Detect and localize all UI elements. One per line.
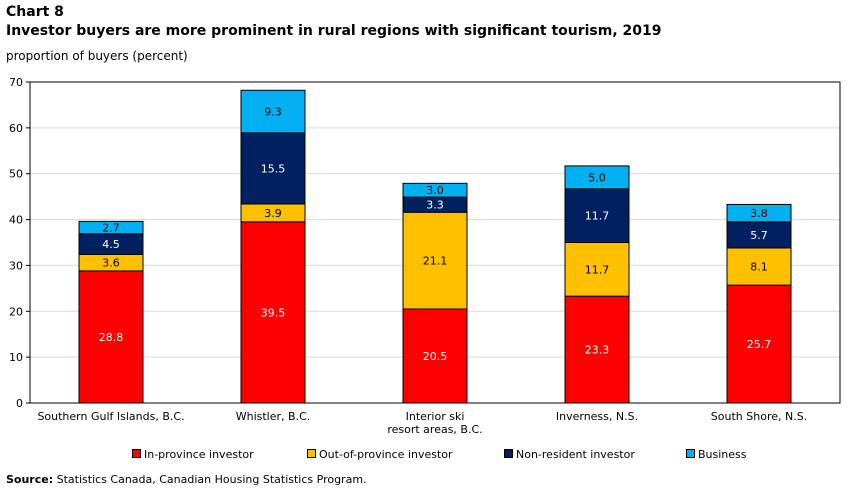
y-axis-unit-label: proportion of buyers (percent) xyxy=(6,49,188,63)
bar-segment xyxy=(564,165,630,190)
data-label: 23.3 xyxy=(585,344,610,357)
data-label: 11.7 xyxy=(585,210,610,223)
legend-label: Non-resident investor xyxy=(516,448,635,461)
data-label: 3.3 xyxy=(426,199,444,212)
bar-segment xyxy=(726,247,792,286)
y-tick-label: 10 xyxy=(9,351,23,364)
data-label: 3.6 xyxy=(102,257,120,270)
x-tick-label: South Shore, N.S. xyxy=(711,410,807,423)
data-label: 25.7 xyxy=(747,338,772,351)
data-label: 39.5 xyxy=(261,306,286,319)
legend-swatch xyxy=(307,449,316,458)
bar-segment xyxy=(402,182,468,198)
bar-segment xyxy=(402,308,468,404)
data-label: 4.5 xyxy=(102,238,120,251)
x-tick-label: Southern Gulf Islands, B.C. xyxy=(37,410,184,423)
legend-item: Out-of-province investor xyxy=(307,448,453,461)
data-label: 5.7 xyxy=(750,229,768,242)
data-label: 3.9 xyxy=(264,207,282,220)
data-label: 3.8 xyxy=(750,207,768,220)
y-tick-label: 20 xyxy=(9,305,23,318)
bar-segment xyxy=(78,220,144,235)
legend-swatch xyxy=(504,449,513,458)
x-tick-label: Interior ski xyxy=(406,410,465,423)
legend-swatch xyxy=(132,449,141,458)
y-tick-label: 0 xyxy=(16,397,23,410)
legend-item: Business xyxy=(686,448,747,461)
bar-segment xyxy=(726,221,792,249)
data-label: 28.8 xyxy=(99,331,124,344)
y-tick-label: 30 xyxy=(9,259,23,272)
data-label: 20.5 xyxy=(423,350,448,363)
data-label: 11.7 xyxy=(585,263,610,276)
data-label: 15.5 xyxy=(261,162,286,175)
source-text: Statistics Canada, Canadian Housing Stat… xyxy=(56,473,367,486)
legend-label: In-province investor xyxy=(144,448,254,461)
y-tick-label: 60 xyxy=(9,122,23,135)
y-tick-label: 50 xyxy=(9,168,23,181)
legend-label: Business xyxy=(698,448,747,461)
bar-segment xyxy=(78,270,144,404)
data-label: 9.3 xyxy=(264,106,282,119)
bar-segment xyxy=(240,221,306,404)
chart-number: Chart 8 xyxy=(6,4,64,20)
source-note: Source: Statistics Canada, Canadian Hous… xyxy=(6,473,367,486)
bar-segment xyxy=(402,211,468,310)
x-tick-label: resort areas, B.C. xyxy=(387,423,482,436)
data-label: 21.1 xyxy=(423,255,448,268)
legend-label: Out-of-province investor xyxy=(319,448,453,461)
legend-item: In-province investor xyxy=(132,448,254,461)
bar-segment xyxy=(240,89,306,134)
chart-title: Investor buyers are more prominent in ru… xyxy=(6,23,662,39)
x-tick-label: Inverness, N.S. xyxy=(556,410,638,423)
data-label: 8.1 xyxy=(750,261,768,274)
legend-item: Non-resident investor xyxy=(504,448,635,461)
data-label: 2.7 xyxy=(102,222,120,235)
legend-swatch xyxy=(686,449,695,458)
bar-segment xyxy=(726,203,792,223)
source-label: Source: xyxy=(6,473,54,486)
bar-segment xyxy=(726,284,792,404)
y-tick-label: 70 xyxy=(9,76,23,89)
x-tick-label: Whistler, B.C. xyxy=(236,410,311,423)
data-label: 5.0 xyxy=(588,171,606,184)
data-label: 3.0 xyxy=(426,184,444,197)
y-tick-label: 40 xyxy=(9,214,23,227)
